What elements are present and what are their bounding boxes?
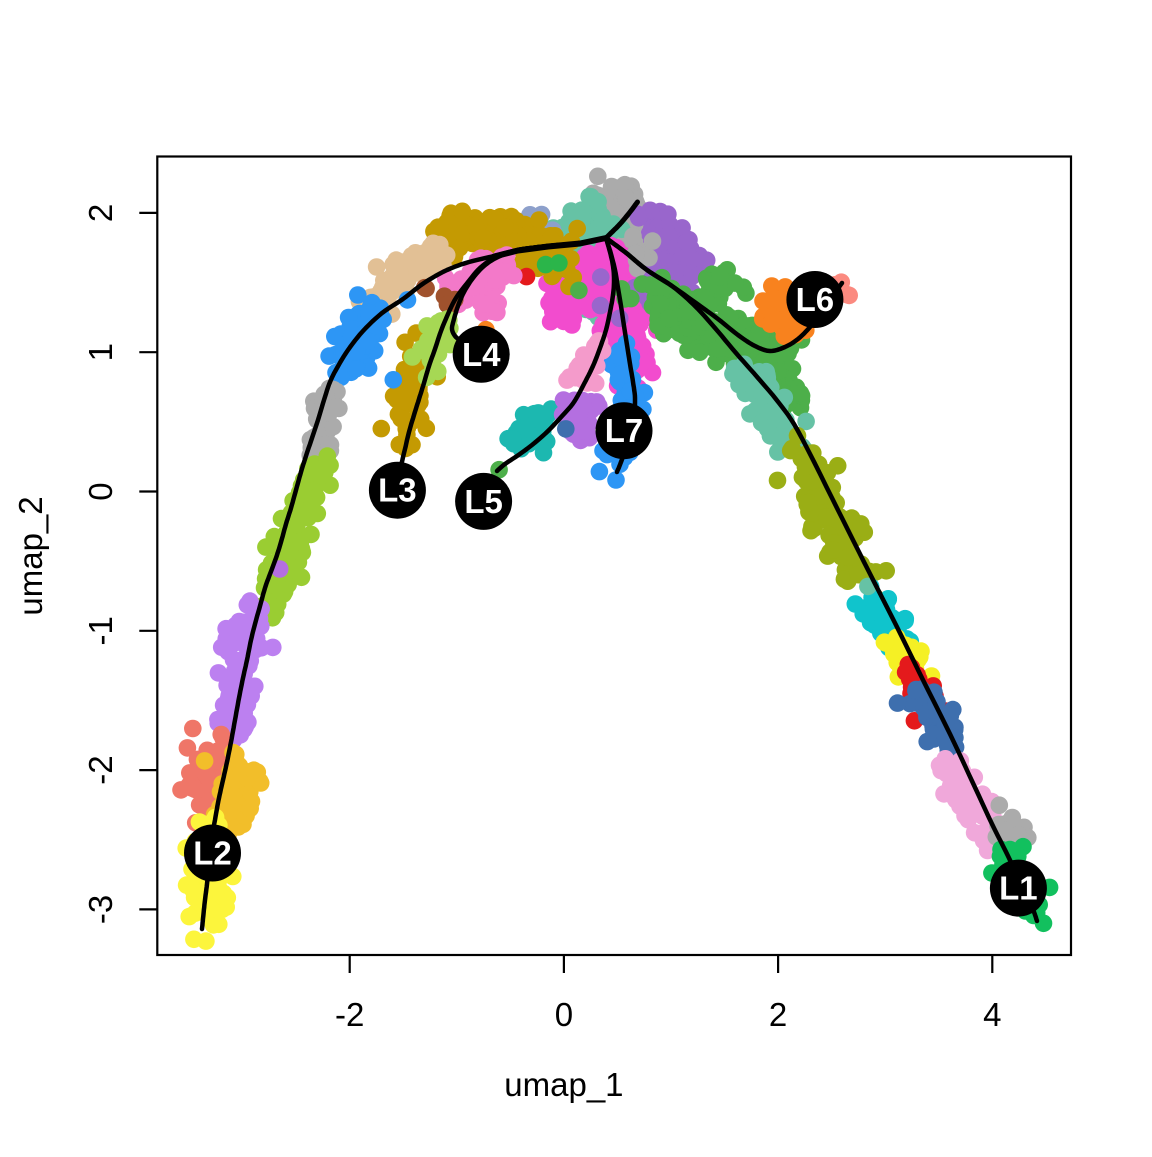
svg-text:L1: L1 (999, 870, 1038, 907)
svg-text:-2: -2 (335, 996, 364, 1033)
svg-text:-1: -1 (82, 616, 119, 645)
svg-text:-2: -2 (82, 755, 119, 784)
svg-text:L4: L4 (462, 336, 501, 373)
svg-text:umap_2: umap_2 (12, 496, 49, 615)
svg-text:L6: L6 (796, 281, 835, 318)
svg-text:L5: L5 (464, 483, 503, 520)
svg-text:L2: L2 (193, 835, 232, 872)
svg-text:umap_1: umap_1 (504, 1066, 623, 1103)
svg-text:0: 0 (555, 996, 573, 1033)
svg-text:L3: L3 (378, 472, 417, 509)
svg-text:2: 2 (769, 996, 787, 1033)
svg-text:0: 0 (82, 482, 119, 500)
svg-text:4: 4 (983, 996, 1001, 1033)
svg-text:L7: L7 (605, 412, 644, 449)
svg-text:1: 1 (82, 343, 119, 361)
svg-text:2: 2 (82, 204, 119, 222)
svg-text:-3: -3 (82, 895, 119, 924)
